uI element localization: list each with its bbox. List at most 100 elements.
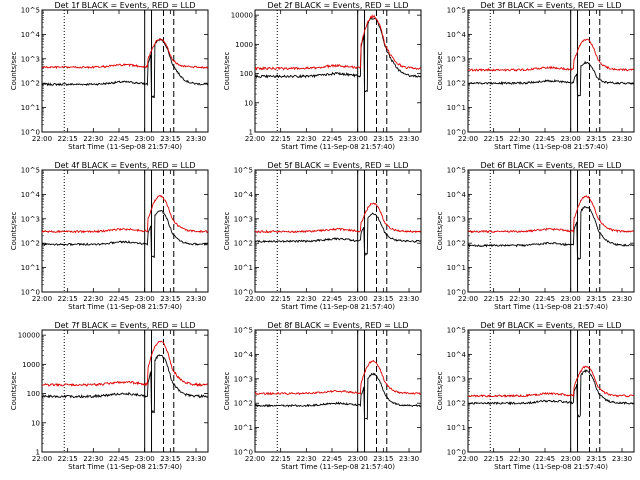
events-series-line xyxy=(42,354,208,414)
y-tick-label: 10^3 xyxy=(447,375,466,383)
y-tick-label: 10^3 xyxy=(447,215,466,223)
x-tick-label: 22:45 xyxy=(109,455,129,463)
events-series-line xyxy=(255,17,421,94)
x-tick-label: 23:30 xyxy=(399,295,419,303)
x-tick-label: 22:30 xyxy=(296,135,316,143)
x-axis-label: Start Time (11-Sep-08 21:57:40) xyxy=(281,463,395,471)
y-tick-label: 1 xyxy=(36,449,40,457)
x-tick-label: 22:45 xyxy=(322,295,342,303)
y-tick-label: 10^2 xyxy=(234,400,253,408)
plot-frame xyxy=(467,9,635,133)
y-axis-label: Counts/sec xyxy=(223,372,231,411)
x-axis-label: Start Time (11-Sep-08 21:57:40) xyxy=(494,303,608,311)
x-tick-label: 23:00 xyxy=(135,455,155,463)
y-axis-label: Counts/sec xyxy=(436,212,444,251)
y-tick-label: 10^5 xyxy=(234,167,253,175)
y-tick-label: 10^4 xyxy=(447,191,467,199)
chart-svg: Det 5f BLACK = Events, RED = LLD 10^0 10^1… xyxy=(223,161,422,311)
y-tick-label: 10^5 xyxy=(21,167,40,175)
x-tick-label: 22:15 xyxy=(271,455,291,463)
panel-det-2f: Det 2f BLACK = Events, RED = LLD 1 10 100 10… xyxy=(213,0,426,160)
x-tick-label: 22:30 xyxy=(83,135,103,143)
lld-series-line xyxy=(42,195,208,234)
x-tick-label: 23:15 xyxy=(160,295,180,303)
panel-det-3f: Det 3f BLACK = Events, RED = LLD 10^0 10^1… xyxy=(426,0,639,160)
y-axis-label: Counts/sec xyxy=(436,372,444,411)
y-tick-label: 10^5 xyxy=(447,167,466,175)
y-tick-label: 10^2 xyxy=(234,240,253,248)
x-tick-label: 23:15 xyxy=(373,455,393,463)
x-tick-label: 22:45 xyxy=(322,455,342,463)
x-tick-label: 22:15 xyxy=(484,295,504,303)
chart-svg: Det 8f BLACK = Events, RED = LLD 10^0 10^1… xyxy=(223,321,422,471)
x-tick-label: 22:15 xyxy=(271,135,291,143)
y-axis-label: Counts/sec xyxy=(436,52,444,91)
y-tick-label: 10^0 xyxy=(447,289,466,297)
x-tick-label: 23:00 xyxy=(561,455,581,463)
y-tick-label: 10^3 xyxy=(21,55,40,63)
x-tick-label: 22:15 xyxy=(58,135,78,143)
y-tick-label: 10 xyxy=(31,419,40,427)
events-series-line xyxy=(42,38,208,99)
x-axis-label: Start Time (11-Sep-08 21:57:40) xyxy=(68,463,182,471)
y-tick-label: 10^2 xyxy=(21,80,40,88)
x-tick-label: 22:00 xyxy=(32,295,52,303)
x-tick-label: 22:15 xyxy=(484,455,504,463)
y-tick-label: 10^3 xyxy=(234,375,253,383)
y-tick-label: 10^5 xyxy=(21,7,40,15)
x-tick-label: 22:15 xyxy=(484,135,504,143)
panel-title: Det 4f BLACK = Events, RED = LLD xyxy=(54,161,195,170)
y-tick-label: 10^3 xyxy=(234,215,253,223)
y-tick-label: 10^0 xyxy=(234,449,253,457)
y-tick-label: 10^4 xyxy=(447,351,467,359)
x-tick-label: 23:15 xyxy=(586,455,606,463)
events-series-line xyxy=(468,60,634,97)
lld-series-line xyxy=(255,202,421,234)
plot-frame xyxy=(41,9,209,133)
y-tick-label: 10^4 xyxy=(234,191,254,199)
chart-svg: Det 9f BLACK = Events, RED = LLD 10^0 10^1… xyxy=(436,321,635,471)
y-tick-label: 1000 xyxy=(235,41,253,49)
x-tick-label: 23:15 xyxy=(373,135,393,143)
chart-svg: Det 4f BLACK = Events, RED = LLD 10^0 10^1… xyxy=(10,161,209,311)
x-axis-label: Start Time (11-Sep-08 21:57:40) xyxy=(281,303,395,311)
events-series-line xyxy=(468,205,634,261)
y-tick-label: 10^0 xyxy=(447,449,466,457)
y-tick-label: 100 xyxy=(27,390,40,398)
x-tick-label: 22:45 xyxy=(109,135,129,143)
x-tick-label: 22:45 xyxy=(322,135,342,143)
panel-title: Det 8f BLACK = Events, RED = LLD xyxy=(267,321,408,330)
y-tick-label: 10000 xyxy=(231,12,253,20)
x-tick-label: 22:45 xyxy=(535,455,555,463)
x-tick-label: 23:15 xyxy=(586,135,606,143)
y-tick-label: 10^2 xyxy=(447,400,466,408)
x-tick-label: 23:30 xyxy=(612,295,632,303)
x-tick-label: 22:00 xyxy=(458,135,478,143)
x-tick-label: 23:30 xyxy=(186,455,206,463)
x-tick-label: 22:30 xyxy=(83,455,103,463)
plot-frame xyxy=(467,169,635,293)
events-series-line xyxy=(42,209,208,259)
panel-det-8f: Det 8f BLACK = Events, RED = LLD 10^0 10^1… xyxy=(213,320,426,480)
y-tick-label: 10^2 xyxy=(447,80,466,88)
x-tick-label: 23:00 xyxy=(348,455,368,463)
panel-title: Det 9f BLACK = Events, RED = LLD xyxy=(480,321,621,330)
y-tick-label: 10^4 xyxy=(21,191,41,199)
y-tick-label: 10^5 xyxy=(447,7,466,15)
x-axis-label: Start Time (11-Sep-08 21:57:40) xyxy=(281,143,395,151)
y-axis-label: Counts/sec xyxy=(10,52,18,91)
plot-frame xyxy=(467,329,635,453)
events-series-line xyxy=(468,369,634,418)
y-tick-label: 10^3 xyxy=(21,215,40,223)
y-tick-label: 10^0 xyxy=(21,129,40,137)
events-series-line xyxy=(255,212,421,256)
lld-series-line xyxy=(42,340,208,387)
x-tick-label: 23:00 xyxy=(135,135,155,143)
x-tick-label: 23:30 xyxy=(186,295,206,303)
x-tick-label: 22:30 xyxy=(509,135,529,143)
y-axis-label: Counts/sec xyxy=(10,212,18,251)
lld-series-line xyxy=(42,37,208,70)
x-tick-label: 23:00 xyxy=(561,135,581,143)
lld-series-line xyxy=(468,365,634,398)
